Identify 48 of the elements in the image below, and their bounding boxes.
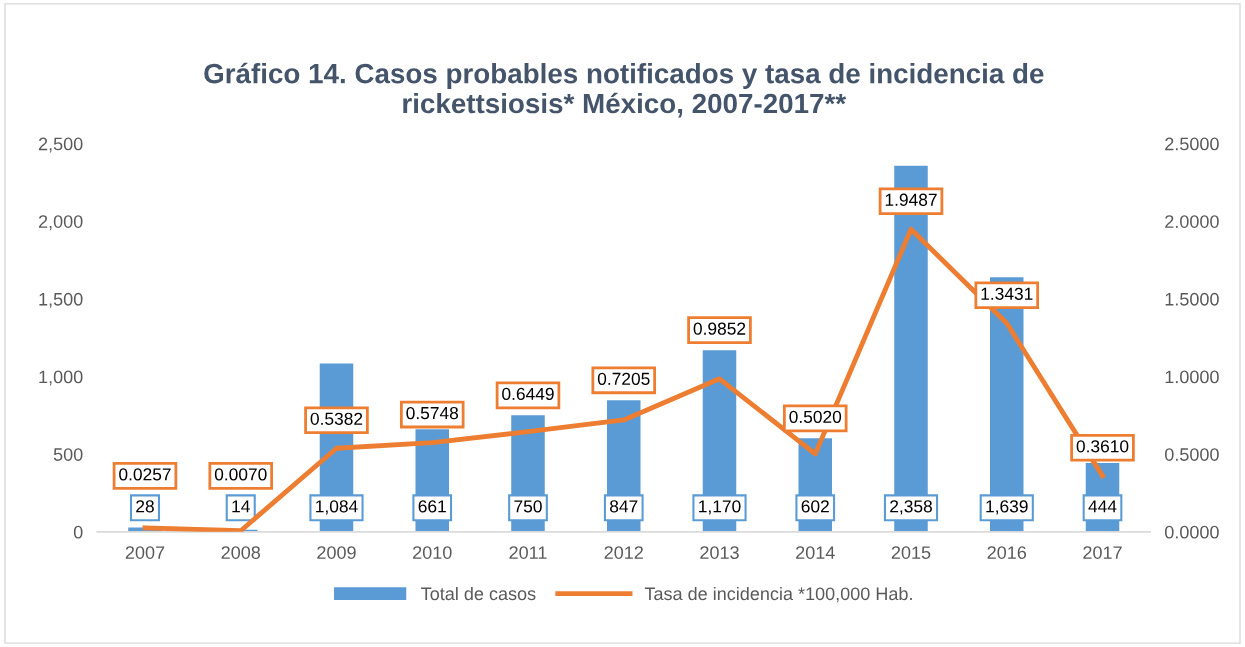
legend-label: Tasa de incidencia *100,000 Hab. [644,586,912,603]
data-label: 1,170 [699,500,741,515]
y2-tick-label: 0.0000 [1164,525,1219,539]
data-label: 1,084 [316,500,358,515]
y2-tick-label: 2.5000 [1165,137,1219,151]
y-tick-label: 1,000 [39,370,83,386]
data-label: 28 [136,500,154,513]
data-label: 2,358 [890,500,932,515]
x-tick-label: 2007 [125,546,165,559]
y2-tick-label: 1.5000 [1165,292,1219,306]
data-label: 0.5748 [406,406,459,420]
data-label: 444 [1088,500,1117,513]
data-label: 0.7205 [597,372,650,385]
x-tick-label: 2009 [317,546,356,559]
y-tick-label: 1,500 [39,292,83,308]
y2-tick-label: 0.5000 [1164,448,1219,461]
x-tick-label: 2012 [604,546,643,559]
chart-title: Gráfico 14. Casos probables notificados y tasa de incidencia de rickettsiosis* México, 2007-2017** [204,62,1044,118]
y-tick-label: 2,000 [38,215,83,231]
y2-tick-label: 2.0000 [1165,215,1219,228]
x-tick-label: 2014 [796,546,835,559]
x-tick-label: 2010 [413,546,452,559]
y-tick-label: 500 [53,448,83,461]
x-tick-label: 2008 [221,546,261,559]
data-label: 847 [610,500,638,513]
x-tick-label: 2011 [509,546,547,559]
data-label: 0.5020 [789,410,842,424]
y-tick-label: 2,500 [38,137,83,153]
data-label: 0.3610 [1076,440,1129,453]
data-label: 602 [801,500,829,513]
x-tick-label: 2016 [987,546,1027,559]
data-label: 1,639 [986,500,1028,515]
data-label: 0.5382 [310,412,363,425]
data-label: 0.9852 [693,322,746,335]
data-label: 14 [232,500,250,513]
x-tick-label: 2017 [1083,546,1122,559]
y2-tick-label: 1.0000 [1165,370,1219,384]
data-label: 750 [514,500,542,513]
data-label: 1.3431 [981,287,1033,300]
data-label: 661 [418,500,446,513]
data-label: 1.9487 [885,193,937,206]
x-tick-label: 2015 [891,546,931,559]
data-label: 0.0070 [214,468,267,481]
data-label: 0.0257 [119,468,171,481]
legend-label: Total de casos [421,586,536,601]
x-tick-label: 2013 [700,546,739,559]
y-tick-label: 0 [73,525,83,539]
data-label: 0.6449 [502,387,554,401]
